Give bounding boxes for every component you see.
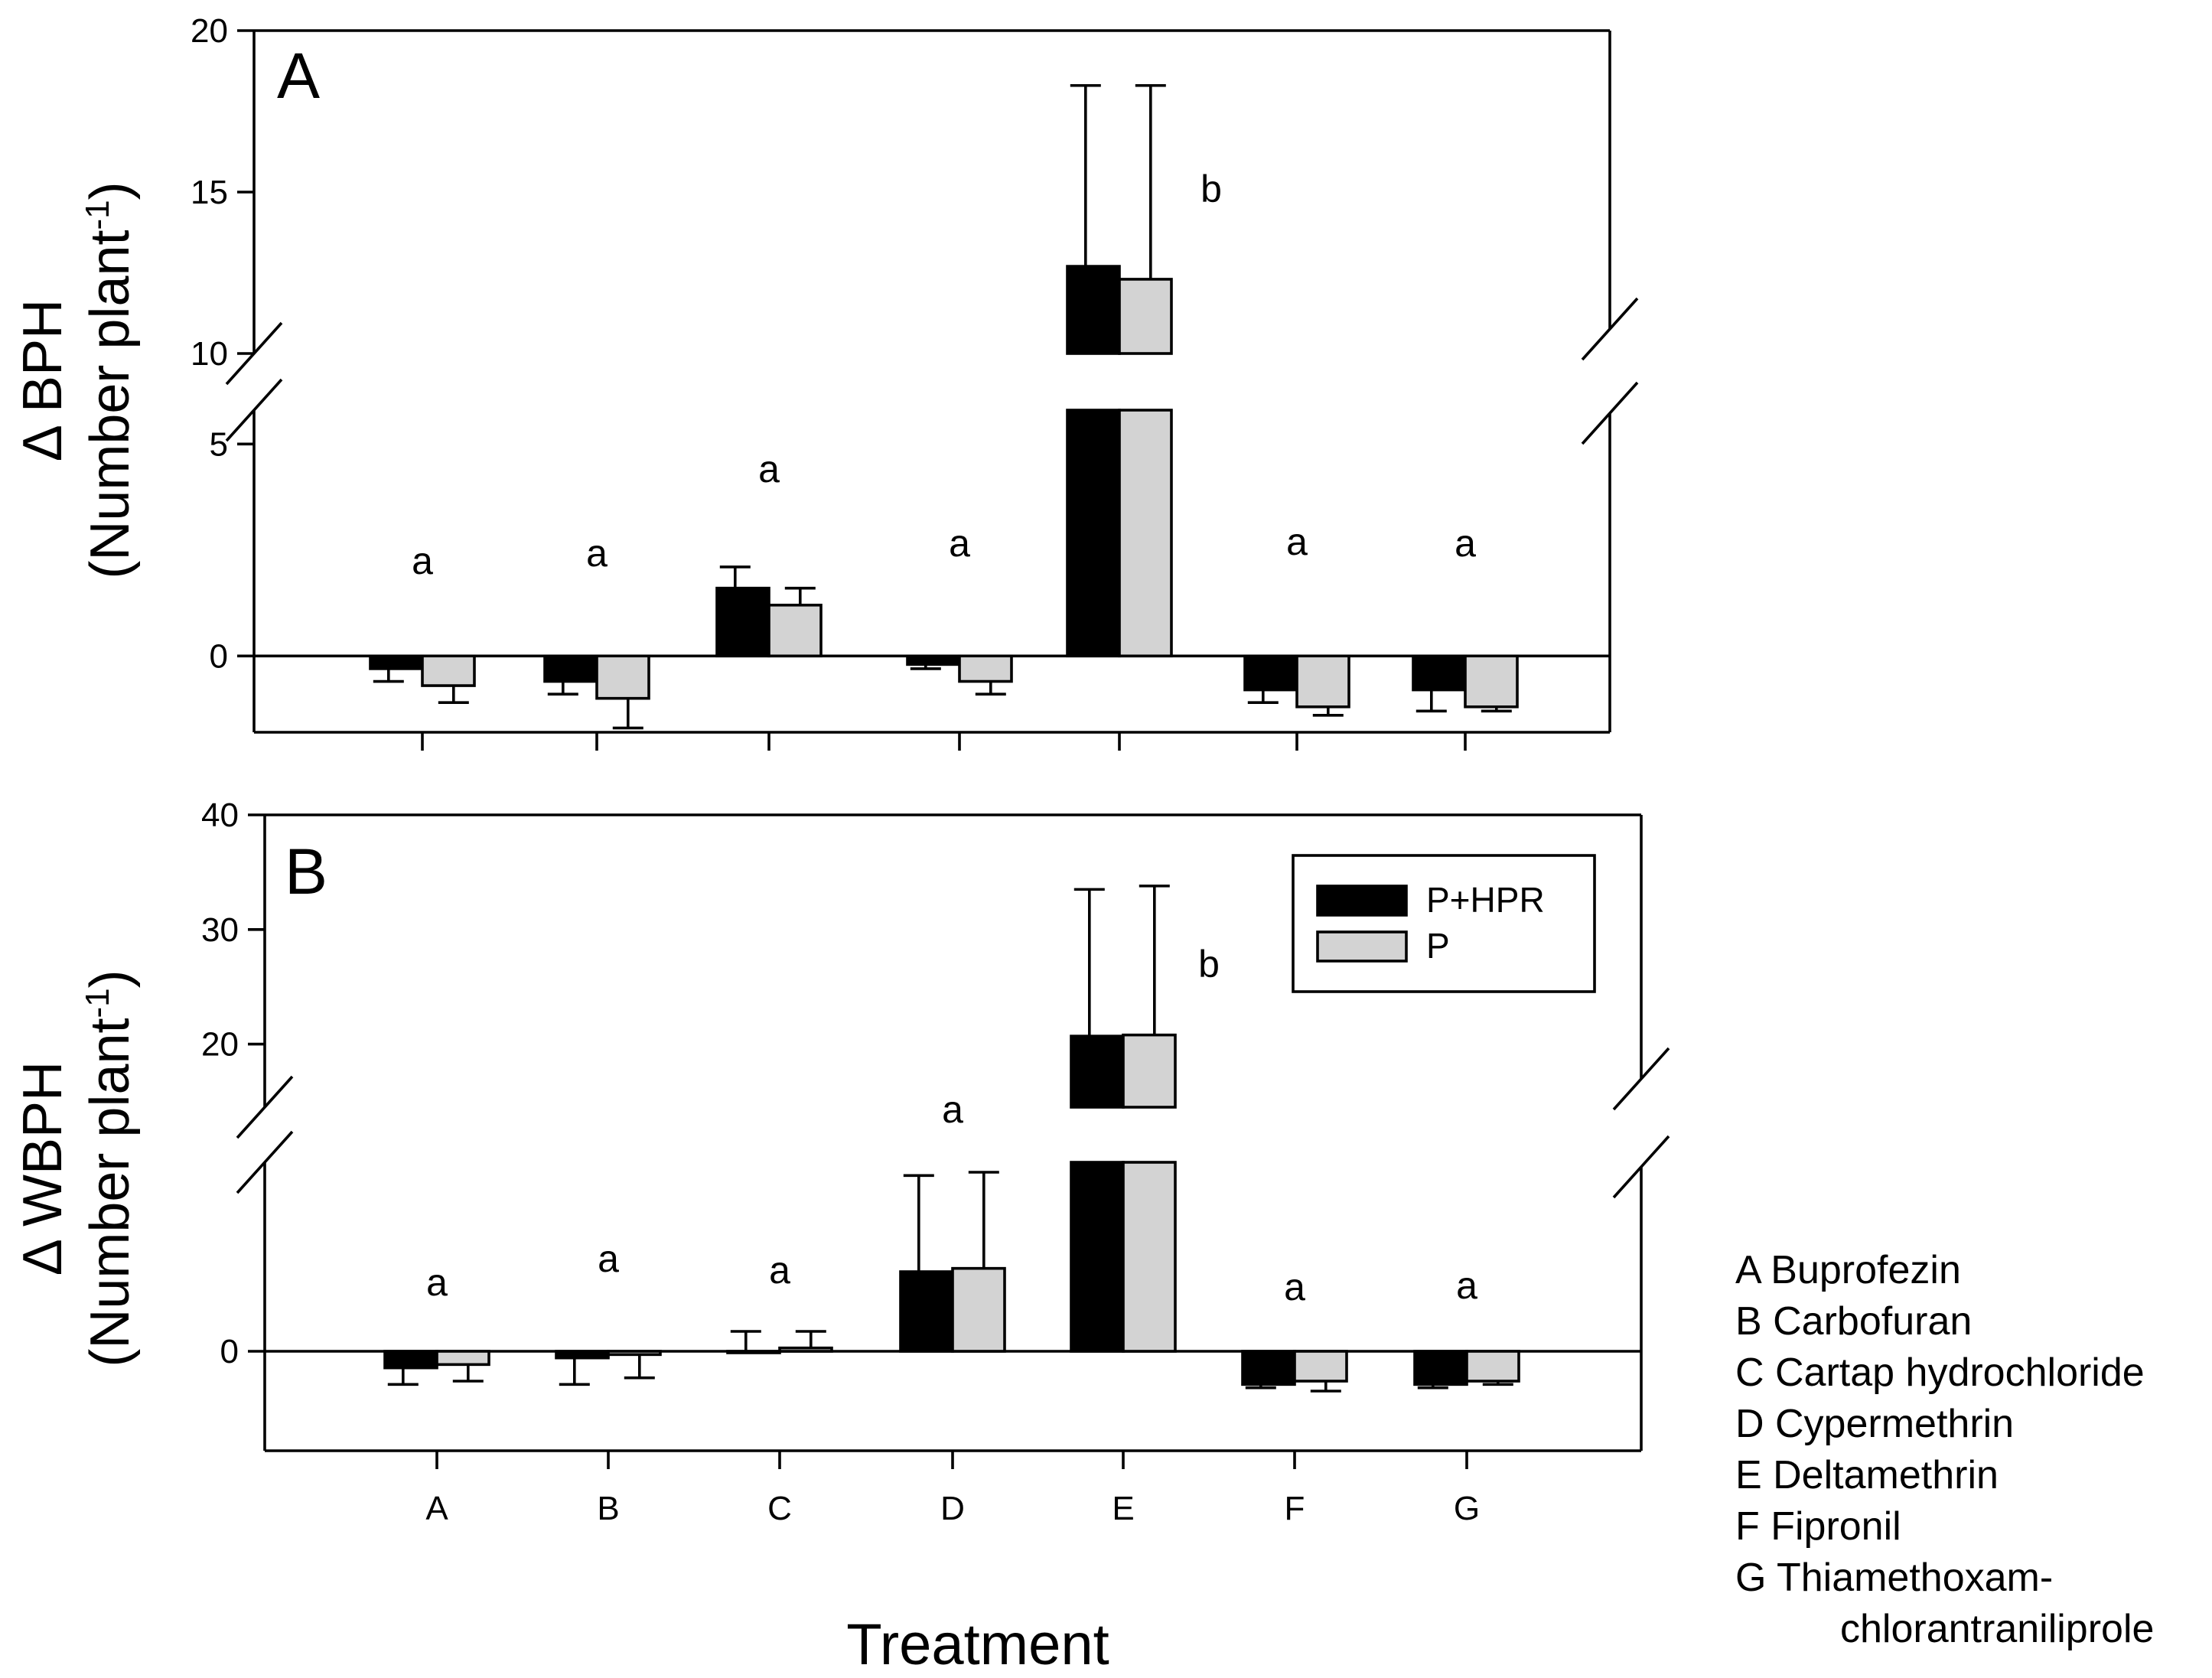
panel-b-axis-break-mark (236, 1075, 294, 1139)
panel-b-y-tick-label: 20 (201, 1026, 239, 1064)
key-item-d: D Cypermethrin (1735, 1402, 2014, 1446)
panel-b-axis-break-mark (236, 1130, 294, 1194)
panel-a-bar-p-hpr-lower (1066, 409, 1121, 658)
panel-b-bar-p-hpr (1413, 1350, 1468, 1386)
panel-a-significance-letter: b (1200, 168, 1222, 210)
panel-b-bar-p-hpr (899, 1270, 954, 1353)
panel-a-bar-p (421, 654, 476, 687)
panel-a-axis-break-mark (1581, 297, 1639, 361)
panel-a-significance-letter: a (949, 522, 970, 565)
panel-b-bar-p-hpr (726, 1350, 781, 1354)
panel-a-bar-p (595, 654, 650, 700)
panel-a-bar-p-upper (1118, 278, 1173, 355)
panel-a-bar-p-hpr (906, 654, 961, 666)
panel-b-bar-p-hpr-lower (1070, 1161, 1125, 1353)
legend: P+HPR P (1292, 854, 1596, 993)
panel-a-significance-letter: a (586, 532, 608, 575)
key-item-b: B Carbofuran (1735, 1299, 1972, 1344)
panel-b-y-tick-label: 40 (201, 797, 239, 834)
panel-b-bar-p-hpr-upper (1070, 1034, 1125, 1109)
panel-b-bar-p-hpr (1241, 1350, 1296, 1386)
panel-b-significance-letter: a (1284, 1266, 1305, 1308)
panel-b-axis-break-mark (1612, 1047, 1670, 1111)
legend-swatch-p-hpr (1316, 885, 1408, 917)
key-item-g-continued: chlorantraniliprole (1840, 1607, 2154, 1651)
legend-label-p-hpr: P+HPR (1426, 880, 1545, 920)
panel-a-y-tick-label: 15 (191, 174, 228, 211)
panel-a-axis-break-mark (1581, 381, 1639, 445)
panel-a-bar-p-hpr-upper (1066, 265, 1121, 355)
panel-b-bar-p-lower (1122, 1161, 1177, 1353)
panel-a-bar-p (1464, 654, 1519, 709)
panel-b-bar-p (951, 1266, 1006, 1353)
panel-b-significance-letter: a (426, 1261, 448, 1304)
panel-a-significance-letter: a (1286, 520, 1308, 563)
panel-a-bar-p-hpr (715, 586, 770, 658)
panel-b-significance-letter: a (769, 1249, 790, 1292)
panel-a-significance-letter: a (412, 539, 433, 582)
panel-b-x-tick-label: B (597, 1490, 619, 1527)
panel-b-bar-p (607, 1350, 662, 1357)
panel-a-bar-p-lower (1118, 409, 1173, 658)
legend-label-p: P (1426, 926, 1450, 966)
panel-a-bar-p-hpr (543, 654, 598, 683)
key-item-a: A Buprofezin (1735, 1248, 1961, 1292)
key-item-f: F Fipronil (1735, 1504, 1901, 1549)
panel-b-bar-p (778, 1346, 833, 1353)
panel-b-wbph-chart: 0 20 30 40 Aa Ba Ca Da Eb Fa Ga B P+HPR P (201, 797, 1670, 1527)
panel-b-x-tick-label: F (1285, 1490, 1305, 1527)
panel-b-x-tick-label: A (425, 1490, 448, 1527)
panel-b-panel-label: B (285, 836, 327, 907)
panel-b-significance-letter: a (942, 1088, 963, 1131)
panel-b-bar-p (435, 1350, 490, 1367)
legend-swatch-p (1316, 930, 1408, 963)
key-item-g: G Thiamethoxam- (1735, 1556, 2053, 1600)
panel-b-x-tick-label: G (1454, 1490, 1480, 1527)
panel-b-ylabel-line1: Δ WBPH (12, 1061, 73, 1276)
panel-a-ylabel-line1: Δ BPH (12, 299, 73, 461)
panel-a-bar-p (767, 604, 823, 658)
panel-b-bar-p (1465, 1350, 1520, 1383)
panel-a-ylabel-line2: (Number plant-1) (79, 181, 141, 578)
panel-b-significance-letter: a (1456, 1264, 1477, 1307)
panel-a-significance-letter: a (1455, 522, 1476, 565)
key-item-c: C Cartap hydrochloride (1735, 1351, 2145, 1395)
panel-a-bar-p-hpr (1412, 654, 1467, 692)
panel-a-panel-label: A (277, 40, 320, 112)
panel-a-bar-p-hpr (1243, 654, 1298, 692)
panel-a-bar-p (958, 654, 1013, 683)
key-item-e: E Deltamethrin (1735, 1453, 1999, 1497)
panel-b-significance-letter: a (598, 1237, 619, 1280)
panel-b-bar-p-upper (1122, 1033, 1177, 1109)
panel-a-bar-p (1295, 654, 1350, 709)
panel-a-axis-break-mark (225, 378, 283, 442)
panel-b-x-tick-label: E (1112, 1490, 1134, 1527)
panel-a-bph-chart: 0 5 10 15 20 a a a a b a a A (191, 12, 1639, 751)
panel-b-significance-letter: b (1198, 943, 1220, 986)
panel-b-axis-break-mark (1612, 1135, 1670, 1199)
x-axis-title: Treatment (846, 1612, 1109, 1677)
panel-b-y-tick-label: 30 (201, 911, 239, 949)
panel-b-ylabel-line2: (Number plant-1) (79, 969, 141, 1367)
panel-b-bar-p (1293, 1350, 1348, 1383)
panel-a-y-tick-label: 0 (210, 637, 228, 675)
panel-b-bar-p-hpr (555, 1350, 610, 1360)
panel-a-bar-p-hpr (369, 654, 424, 670)
panel-a-significance-letter: a (758, 448, 780, 490)
panel-b-bar-p-hpr (383, 1350, 438, 1370)
panel-a-y-tick-label: 5 (210, 425, 228, 463)
panel-b-x-tick-label: D (940, 1490, 965, 1527)
legend-box (1292, 854, 1596, 993)
panel-a-y-tick-label: 20 (191, 12, 228, 50)
treatment-key: A Buprofezin B Carbofuran C Cartap hydro… (1735, 1248, 2154, 1651)
panel-b-y-tick-label: 0 (220, 1333, 239, 1370)
panel-a-y-tick-label: 10 (191, 335, 228, 373)
panel-b-x-tick-label: C (767, 1490, 792, 1527)
